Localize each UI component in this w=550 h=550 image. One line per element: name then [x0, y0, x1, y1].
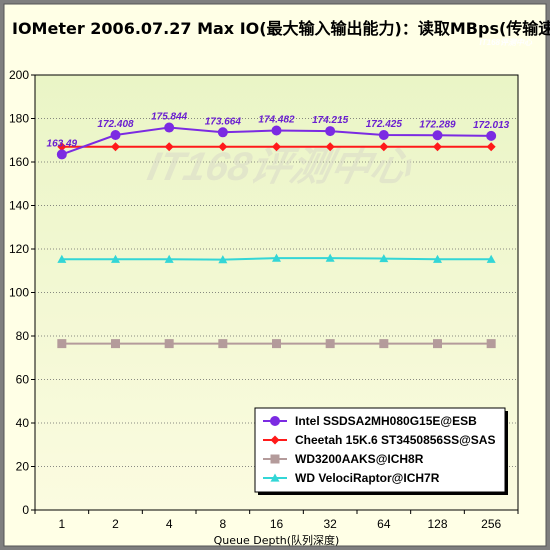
y-tick-label-120: 120 — [9, 242, 29, 256]
x-tick-label-2: 2 — [112, 517, 119, 531]
point-s1-0 — [57, 142, 67, 152]
series-1 — [57, 142, 496, 152]
data-label-s0-1: 172.408 — [97, 119, 134, 130]
point-s0-4 — [271, 125, 282, 136]
series-0 — [56, 122, 497, 160]
y-tick-label-0: 0 — [22, 503, 29, 517]
point-s1-8 — [486, 142, 496, 152]
point-s3-6 — [379, 254, 389, 263]
point-s0-1 — [110, 130, 121, 141]
y-tick-label-200: 200 — [9, 68, 29, 82]
y-tick-label-80: 80 — [16, 329, 30, 343]
x-tick-label-256: 256 — [481, 517, 501, 531]
legend-entry-0: Intel SSDSA2MH080G15E@ESB — [295, 414, 477, 428]
legend-marker-1 — [270, 435, 280, 445]
data-label-s0-5: 174.215 — [312, 115, 349, 126]
point-s0-6 — [378, 129, 389, 140]
y-tick-label-140: 140 — [9, 199, 29, 213]
data-label-s0-4: 174.482 — [258, 115, 295, 126]
y-tick-label-160: 160 — [9, 155, 29, 169]
series-group — [56, 122, 497, 349]
watermark-text: IT168评测中心 — [144, 143, 417, 188]
legend-entry-1: Cheetah 15K.6 ST3450856SS@SAS — [295, 433, 495, 447]
point-s1-5 — [325, 142, 335, 152]
point-s3-3 — [218, 255, 228, 264]
point-s3-7 — [433, 254, 442, 263]
series-2 — [57, 339, 496, 349]
legend-entry-3: WD VelociRaptor@ICH7R — [295, 471, 440, 485]
point-s1-7 — [433, 142, 442, 152]
point-s1-4 — [272, 142, 281, 152]
data-label-s0-3: 173.664 — [205, 116, 242, 127]
x-tick-label-64: 64 — [377, 517, 391, 531]
x-tick-label-4: 4 — [166, 517, 173, 531]
y-tick-label-40: 40 — [16, 416, 30, 430]
legend-entry-2: WD3200AAKS@ICH8R — [295, 452, 424, 466]
point-s3-2 — [164, 254, 174, 263]
point-s1-2 — [164, 142, 174, 152]
data-label-s0-0: 163.49 — [47, 138, 78, 149]
x-tick-label-8: 8 — [219, 517, 226, 531]
series-3 — [57, 253, 496, 264]
legend-marker-3 — [270, 473, 280, 482]
point-s2-6 — [379, 339, 389, 349]
legend-marker-2 — [270, 454, 280, 464]
point-s0-0 — [56, 149, 67, 160]
data-label-s0-8: 172.013 — [473, 120, 510, 131]
point-s0-5 — [325, 126, 336, 137]
point-s2-3 — [218, 339, 228, 349]
point-s3-1 — [111, 254, 120, 263]
data-labels: 163.49 172.408 175.844 173.664 174.482 174.21… — [47, 112, 510, 150]
chart-title: IOMeter 2006.07.27 Max IO(最大输入输出能力)：读取MB… — [12, 19, 550, 38]
x-tick-label-128: 128 — [427, 517, 447, 531]
x-axis-ticks: 1 2 4 8 16 32 64 128 256 — [34, 510, 519, 531]
point-s1-6 — [379, 142, 389, 152]
point-s2-7 — [433, 339, 442, 349]
point-s0-3 — [217, 127, 228, 138]
x-tick-label-16: 16 — [270, 517, 284, 531]
x-tick-label-1: 1 — [58, 517, 65, 531]
legend-box — [254, 407, 506, 493]
point-s2-0 — [57, 339, 67, 349]
watermark: IT168评测中心 — [144, 143, 417, 188]
point-s2-8 — [486, 339, 496, 349]
legend-marker-0 — [270, 416, 280, 426]
y-tick-label-20: 20 — [16, 460, 30, 474]
legend: Intel SSDSA2MH080G15E@ESB Cheetah 15K.6 S… — [254, 407, 508, 495]
point-s2-2 — [164, 339, 174, 349]
data-label-s0-2: 175.844 — [151, 112, 188, 123]
y-tick-label-100: 100 — [9, 286, 29, 300]
point-s3-4 — [272, 253, 281, 262]
x-axis-title: Queue Depth(队列深度) — [214, 533, 340, 547]
data-label-s0-7: 172.289 — [419, 119, 456, 130]
point-s0-2 — [164, 122, 175, 133]
point-s1-1 — [111, 142, 120, 152]
point-s3-0 — [57, 254, 67, 263]
point-s2-5 — [325, 339, 335, 349]
point-s1-3 — [218, 142, 228, 152]
source-tag: IT168评测中心 — [480, 38, 533, 47]
point-s2-4 — [272, 339, 281, 349]
y-axis-ticks: 0 20 40 60 80 100 120 140 160 180 200 — [9, 68, 35, 517]
point-s3-5 — [325, 253, 335, 262]
point-s2-1 — [111, 339, 120, 349]
x-tick-label-32: 32 — [323, 517, 337, 531]
y-tick-label-60: 60 — [16, 373, 30, 387]
point-s3-8 — [486, 254, 496, 263]
data-label-s0-6: 172.425 — [366, 119, 403, 130]
point-s0-8 — [486, 130, 497, 141]
y-tick-label-180: 180 — [9, 112, 29, 126]
point-s0-7 — [432, 130, 443, 141]
